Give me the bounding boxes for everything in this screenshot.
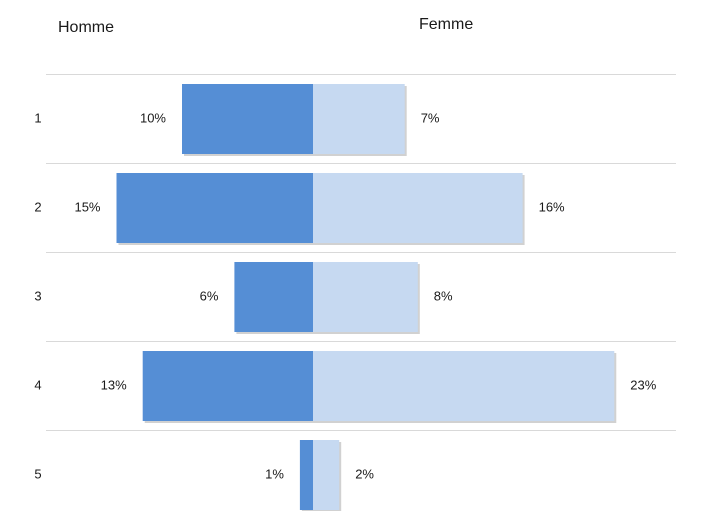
data-label-homme-5: 1%	[265, 466, 284, 481]
bar-femme-5	[313, 440, 340, 510]
bar-femme-4	[313, 351, 615, 421]
bar-femme-2	[313, 173, 523, 243]
category-label-2: 2	[34, 199, 41, 214]
category-label-5: 5	[34, 466, 41, 481]
bar-homme-5	[299, 440, 313, 510]
legend-homme: Homme	[58, 19, 115, 36]
legend-femme: Femme	[419, 16, 474, 33]
bar-femme-3	[313, 262, 418, 332]
category-label-3: 3	[34, 288, 41, 303]
bar-homme-3	[234, 262, 313, 332]
bar-homme-4	[142, 351, 313, 421]
data-label-homme-3: 6%	[200, 288, 219, 303]
data-label-femme-2: 16%	[539, 199, 565, 214]
data-label-femme-3: 8%	[434, 288, 453, 303]
category-label-1: 1	[34, 110, 41, 125]
data-label-homme-1: 10%	[140, 110, 166, 125]
bar-femme-1	[313, 84, 405, 154]
data-label-homme-4: 13%	[101, 377, 127, 392]
data-label-femme-1: 7%	[421, 110, 440, 125]
bar-homme-1	[182, 84, 313, 154]
category-label-4: 4	[34, 377, 41, 392]
data-label-femme-5: 2%	[355, 466, 374, 481]
data-label-homme-2: 15%	[74, 199, 100, 214]
bar-homme-2	[116, 173, 313, 243]
data-label-femme-4: 23%	[630, 377, 656, 392]
